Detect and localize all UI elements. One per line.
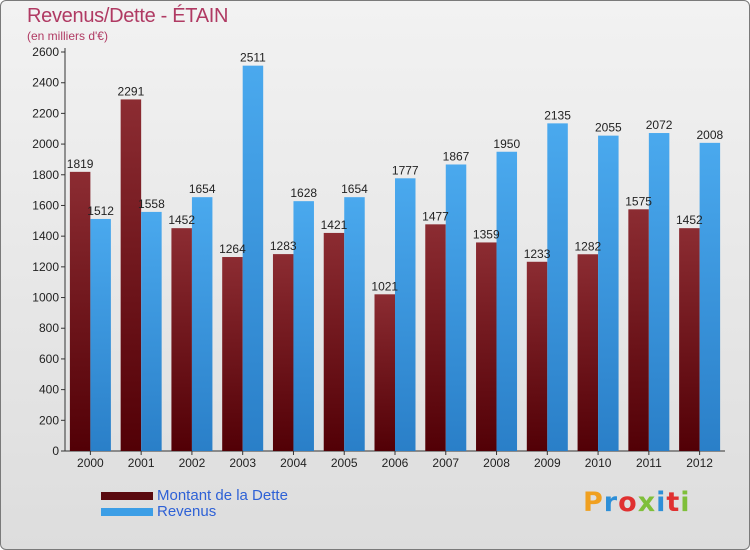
- x-tick-label: 2001: [128, 456, 155, 470]
- bar-revenus: [445, 164, 467, 451]
- data-label-dette: 1819: [67, 157, 94, 171]
- data-label-revenus: 1512: [87, 204, 114, 218]
- data-label-dette: 1452: [168, 213, 195, 227]
- y-tick-label: 2400: [32, 76, 59, 90]
- x-tick-label: 2012: [686, 456, 713, 470]
- bar-revenus: [496, 151, 518, 451]
- chart-title: Revenus/Dette - ÉTAIN: [27, 5, 229, 27]
- data-label-dette: 1477: [422, 209, 449, 223]
- data-label-revenus: 1558: [138, 197, 165, 211]
- data-label-dette: 1021: [371, 279, 398, 293]
- data-label-revenus: 2055: [595, 121, 622, 135]
- y-tick-label: 200: [39, 413, 59, 427]
- bar-dette: [577, 254, 599, 451]
- y-tick-label: 400: [39, 383, 59, 397]
- bar-revenus: [395, 178, 416, 452]
- bar-dette: [69, 171, 91, 451]
- bar-dette: [628, 209, 649, 451]
- x-tick-label: 2006: [382, 456, 409, 470]
- proxiti-logo[interactable]: Proxiti: [583, 487, 691, 518]
- x-tick-label: 2002: [179, 456, 206, 470]
- data-label-revenus: 1950: [493, 137, 520, 151]
- data-label-revenus: 1867: [443, 149, 470, 163]
- x-tick-label: 2010: [585, 456, 612, 470]
- x-tick-label: 2000: [77, 456, 104, 470]
- y-tick-label: 600: [39, 352, 59, 366]
- bar-dette: [476, 242, 497, 451]
- bar-dette: [222, 257, 243, 451]
- bar-revenus: [141, 211, 162, 451]
- x-tick-label: 2011: [636, 456, 662, 470]
- x-tick-label: 2005: [331, 456, 358, 470]
- data-label-revenus: 2072: [646, 118, 673, 132]
- bar-revenus: [699, 142, 721, 451]
- legend-swatch-dette: [101, 492, 153, 500]
- data-labels: 1819151222911558145216541264251112831628…: [67, 51, 724, 294]
- bar-revenus: [242, 65, 264, 451]
- data-label-revenus: 1777: [392, 163, 419, 177]
- x-tick-label: 2007: [432, 456, 459, 470]
- bar-revenus: [344, 197, 365, 451]
- y-tick-label: 1600: [32, 198, 59, 212]
- data-label-revenus: 2511: [240, 51, 266, 65]
- data-label-dette: 1575: [625, 194, 652, 208]
- data-label-dette: 1283: [270, 239, 297, 253]
- x-tick-label: 2004: [280, 456, 307, 470]
- bar-dette: [272, 254, 294, 451]
- data-label-revenus: 2008: [697, 128, 724, 142]
- data-label-dette: 1452: [676, 213, 703, 227]
- legend-label-revenus: Revenus: [157, 503, 217, 520]
- bar-dette: [120, 99, 142, 451]
- y-tick-label: 1400: [32, 229, 59, 243]
- x-tick-label: 2009: [534, 456, 561, 470]
- bar-dette: [171, 228, 192, 451]
- y-tick-label: 2200: [32, 106, 59, 120]
- data-label-dette: 1359: [473, 227, 500, 241]
- y-tick-label: 0: [52, 444, 59, 458]
- data-label-dette: 1421: [321, 218, 348, 232]
- bar-dette: [374, 294, 395, 451]
- bar-revenus: [598, 135, 619, 451]
- bar-revenus: [191, 197, 213, 451]
- y-tick-label: 1000: [32, 291, 59, 305]
- data-label-dette: 1264: [219, 242, 246, 256]
- y-tick-label: 2600: [32, 45, 59, 59]
- y-tick-label: 1200: [32, 260, 59, 274]
- x-tick-label: 2008: [483, 456, 510, 470]
- bar-dette: [526, 261, 548, 451]
- y-tick-label: 800: [39, 321, 59, 335]
- legend-label-dette: Montant de la Dette: [157, 487, 288, 504]
- data-label-revenus: 1628: [290, 186, 317, 200]
- bar-revenus: [547, 123, 568, 451]
- data-label-dette: 1233: [524, 247, 551, 261]
- data-label-revenus: 1654: [341, 182, 368, 196]
- bar-dette: [679, 228, 700, 451]
- bar-revenus: [648, 133, 670, 451]
- data-label-revenus: 2135: [544, 108, 571, 122]
- bar-dette: [425, 224, 446, 451]
- bar-revenus: [293, 201, 314, 451]
- bars: [69, 65, 721, 452]
- data-label-revenus: 1654: [189, 182, 216, 196]
- data-label-dette: 2291: [118, 84, 145, 98]
- data-label-dette: 1282: [574, 239, 601, 253]
- legend-swatch-revenus: [101, 508, 153, 516]
- x-tick-label: 2003: [229, 456, 256, 470]
- chart-subtitle: (en milliers d'€): [27, 29, 108, 43]
- bar-revenus: [90, 218, 111, 451]
- y-tick-label: 1800: [32, 168, 59, 182]
- bar-dette: [323, 232, 345, 451]
- y-tick-label: 2000: [32, 137, 59, 151]
